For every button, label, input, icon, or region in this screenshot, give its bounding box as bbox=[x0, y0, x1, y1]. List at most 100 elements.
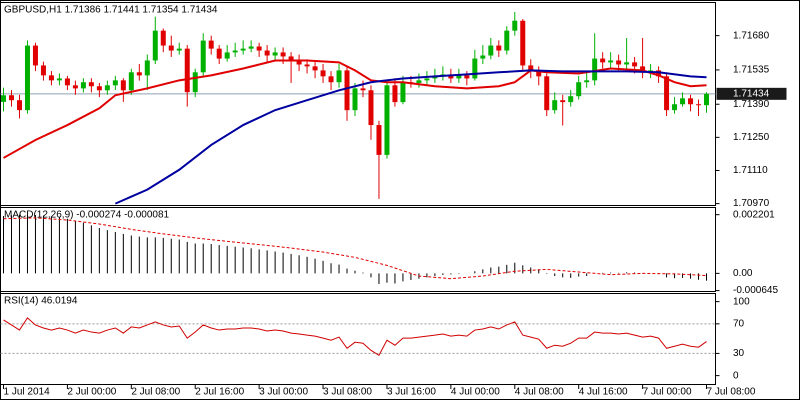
candle-body bbox=[608, 60, 614, 63]
candle-body bbox=[192, 72, 198, 93]
candle-body bbox=[456, 75, 462, 79]
candle-body bbox=[272, 52, 278, 56]
candle-body bbox=[232, 50, 238, 53]
y-tick-label: -0.000645 bbox=[733, 285, 778, 296]
candle-body bbox=[416, 80, 422, 83]
moving-average bbox=[3, 59, 707, 159]
candle-body bbox=[560, 100, 566, 103]
x-tick-label: 3 Jul 08:00 bbox=[323, 387, 372, 398]
candle-body bbox=[24, 45, 30, 111]
candle-body bbox=[696, 104, 702, 106]
candle-body bbox=[256, 46, 262, 51]
candle-body bbox=[568, 96, 574, 103]
last-price-label: 1.71434 bbox=[733, 88, 770, 99]
candle-body bbox=[40, 65, 46, 76]
candle-body bbox=[688, 98, 694, 105]
candle-body bbox=[368, 90, 374, 126]
last-price-tag bbox=[716, 87, 787, 100]
x-tick-label: 4 Jul 08:00 bbox=[515, 387, 564, 398]
candle-body bbox=[544, 76, 550, 111]
rsi-title: RSI(14) 46.0194 bbox=[4, 296, 78, 307]
candle-body bbox=[144, 60, 150, 76]
y-tick-label: 1.71250 bbox=[733, 132, 770, 143]
y-tick-label: 70 bbox=[733, 318, 745, 329]
x-tick-label: 2 Jul 16:00 bbox=[195, 387, 244, 398]
candle-body bbox=[664, 76, 670, 111]
candle-body bbox=[240, 48, 246, 51]
candle-body bbox=[616, 60, 622, 65]
x-tick-label: 2 Jul 08:00 bbox=[131, 387, 180, 398]
candle-body bbox=[552, 100, 558, 111]
candle-body bbox=[472, 58, 478, 79]
candle-body bbox=[424, 78, 430, 81]
y-tick-label: 100 bbox=[733, 296, 750, 307]
x-tick-label: 7 Jul 08:00 bbox=[707, 387, 756, 398]
x-tick-label: 7 Jul 00:00 bbox=[643, 387, 692, 398]
candle-body bbox=[208, 40, 214, 49]
candle-body bbox=[520, 20, 526, 66]
x-tick-label: 4 Jul 16:00 bbox=[579, 387, 628, 398]
candle-body bbox=[360, 88, 366, 91]
x-tick-label: 1 Jul 2014 bbox=[3, 387, 50, 398]
candle-body bbox=[592, 58, 598, 81]
candle-body bbox=[536, 70, 542, 77]
candle-body bbox=[584, 80, 590, 83]
x-tick-label: 3 Jul 00:00 bbox=[259, 387, 308, 398]
y-tick-label: 1.71680 bbox=[733, 30, 770, 41]
candle-body bbox=[136, 72, 142, 76]
candle-body bbox=[96, 86, 102, 91]
candle-body bbox=[632, 62, 638, 67]
candle-body bbox=[600, 58, 606, 63]
candle-body bbox=[624, 62, 630, 65]
rsi-line bbox=[3, 317, 707, 357]
moving-average bbox=[114, 69, 707, 205]
y-tick-label: 1.71390 bbox=[733, 99, 770, 110]
candle-body bbox=[392, 85, 398, 103]
candle-body bbox=[264, 50, 270, 56]
y-tick-label: 1.71110 bbox=[733, 165, 768, 176]
candle-body bbox=[576, 82, 582, 97]
candle-body bbox=[304, 64, 310, 67]
candle-body bbox=[152, 30, 158, 61]
candle-body bbox=[672, 104, 678, 111]
candle-body bbox=[432, 76, 438, 79]
candle-body bbox=[80, 82, 86, 89]
candle-body bbox=[32, 45, 38, 66]
candle-body bbox=[400, 82, 406, 103]
candle-body bbox=[336, 70, 342, 83]
candle-body bbox=[104, 85, 110, 91]
x-tick-label: 3 Jul 16:00 bbox=[387, 387, 436, 398]
price-title: GBPUSD,H1 1.71386 1.71441 1.71354 1.7143… bbox=[4, 5, 218, 16]
candle-body bbox=[464, 75, 470, 79]
candle-body bbox=[704, 93, 710, 106]
candle-body bbox=[216, 48, 222, 59]
candle-body bbox=[320, 70, 326, 77]
candle-body bbox=[64, 78, 70, 86]
candle-body bbox=[376, 125, 382, 155]
y-tick-label: 0.00 bbox=[733, 268, 753, 279]
candle-body bbox=[312, 66, 318, 71]
x-tick-label: 4 Jul 00:00 bbox=[451, 387, 500, 398]
candle-body bbox=[512, 20, 518, 31]
candle-body bbox=[160, 30, 166, 46]
candle-body bbox=[72, 85, 78, 89]
candle-body bbox=[496, 45, 502, 51]
candle-body bbox=[48, 75, 54, 81]
macd-panel bbox=[0, 207, 716, 292]
candle-body bbox=[680, 98, 686, 105]
candle-body bbox=[528, 65, 534, 71]
rsi-panel bbox=[0, 293, 716, 385]
candle-body bbox=[224, 52, 230, 59]
candle-body bbox=[56, 78, 62, 81]
y-tick-label: 30 bbox=[733, 348, 745, 359]
candle-body bbox=[488, 45, 494, 56]
candle-body bbox=[640, 66, 646, 73]
candle-body bbox=[248, 46, 254, 49]
y-tick-label: 1.70970 bbox=[733, 198, 770, 209]
candle-body bbox=[168, 45, 174, 51]
candle-body bbox=[16, 100, 22, 111]
x-tick-label: 2 Jul 00:00 bbox=[67, 387, 116, 398]
candle-body bbox=[8, 95, 14, 101]
